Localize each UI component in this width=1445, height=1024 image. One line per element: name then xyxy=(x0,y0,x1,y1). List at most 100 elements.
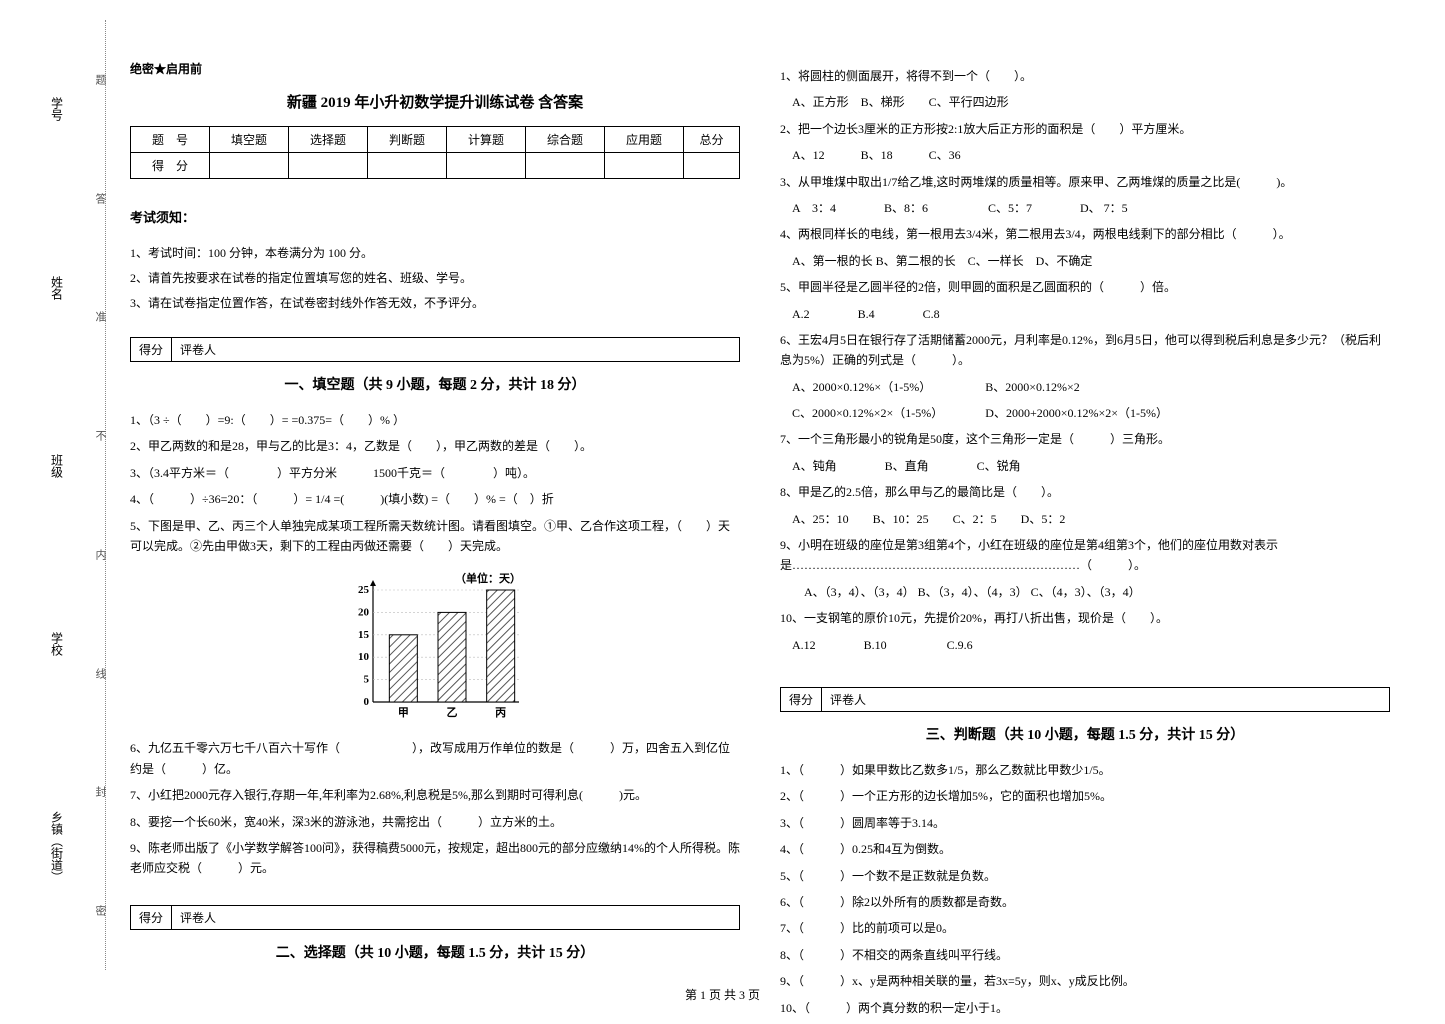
q: 1、（3 ÷（ ）=9:（ ）= =0.375=（ ）% ） xyxy=(130,410,740,430)
score-label: 得分 xyxy=(131,338,172,361)
q: 3、（3.4平方米＝（ ）平方分米 1500千克＝（ ）吨）。 xyxy=(130,463,740,483)
q: 6、（ ）除2以外所有的质数都是奇数。 xyxy=(780,892,1390,912)
q: 1、将圆柱的侧面展开，将得不到一个（ ）。 xyxy=(780,66,1390,86)
section3-questions: 1、（ ）如果甲数比乙数多1/5，那么乙数就比甲数少1/5。 2、（ ）一个正方… xyxy=(780,754,1390,1024)
svg-text:丙: 丙 xyxy=(495,706,506,719)
q: 2、把一个边长3厘米的正方形按2:1放大后正方形的面积是（ ）平方厘米。 xyxy=(780,119,1390,139)
opts: A.2 B.4 C.8 xyxy=(780,304,1390,324)
td: 得 分 xyxy=(131,153,210,179)
svg-text:乙: 乙 xyxy=(447,706,458,719)
notice-item: 1、考试时间：100 分钟，本卷满分为 100 分。 xyxy=(130,244,740,261)
notice-item: 2、请首先按要求在试卷的指定位置填写您的姓名、班级、学号。 xyxy=(130,269,740,286)
section2-questions: 1、将圆柱的侧面展开，将得不到一个（ ）。 A、正方形 B、梯形 C、平行四边形… xyxy=(780,60,1390,661)
svg-text:20: 20 xyxy=(358,607,370,619)
seal-char: 线 xyxy=(92,668,108,679)
grader-label: 评卷人 xyxy=(822,688,874,711)
bar-chart: （单位：天） 25 20 15 10 5 0 甲 乙 丙 xyxy=(345,572,525,722)
margin-field: 乡镇（街道） xyxy=(49,811,66,883)
notice-list: 1、考试时间：100 分钟，本卷满分为 100 分。 2、请首先按要求在试卷的指… xyxy=(130,236,740,319)
grader-label: 评卷人 xyxy=(172,338,224,361)
score-signoff-box: 得分 评卷人 xyxy=(130,337,740,362)
q: 5、甲圆半径是乙圆半径的2倍，则甲圆的面积是乙圆面积的（ ）倍。 xyxy=(780,277,1390,297)
th: 题 号 xyxy=(131,127,210,153)
q: 3、从甲堆煤中取出1/7给乙堆,这时两堆煤的质量相等。原来甲、乙两堆煤的质量之比… xyxy=(780,172,1390,192)
q: 7、小红把2000元存入银行,存期一年,年利率为2.68%,利息税是5%,那么到… xyxy=(130,785,740,805)
q: 10、一支钢笔的原价10元，先提价20%，再打八折出售，现价是（ ）。 xyxy=(780,608,1390,628)
score-signoff-box: 得分 评卷人 xyxy=(130,905,740,930)
seal-char: 准 xyxy=(92,311,108,322)
opts: C、2000×0.12%×2×（1-5%） D、2000+2000×0.12%×… xyxy=(780,403,1390,423)
td xyxy=(526,153,605,179)
td xyxy=(684,153,740,179)
q: 8、甲是乙的2.5倍，那么甲与乙的最简比是（ ）。 xyxy=(780,482,1390,502)
svg-text:0: 0 xyxy=(364,696,370,708)
seal-char: 密 xyxy=(92,905,108,916)
td xyxy=(447,153,526,179)
margin-field: 班级 xyxy=(49,454,66,478)
q: 4、两根同样长的电线，第一根用去3/4米，第二根用去3/4，两根电线剩下的部分相… xyxy=(780,224,1390,244)
section1-heading: 一、填空题（共 9 小题，每题 2 分，共计 18 分） xyxy=(130,374,740,394)
q: 2、（ ）一个正方形的边长增加5%，它的面积也增加5%。 xyxy=(780,786,1390,806)
opts: A、（3，4）、（3，4） B、（3，4）、（4，3） C、（4，3）、（3，4… xyxy=(780,582,1390,602)
exam-title: 新疆 2019 年小升初数学提升训练试卷 含答案 xyxy=(130,91,740,112)
margin-field: 学号 xyxy=(49,97,66,121)
svg-text:25: 25 xyxy=(358,584,370,596)
td xyxy=(605,153,684,179)
q: 4、（ ）÷36=20：（ ）= 1/4 =( )(填小数) =（ ）% =（ … xyxy=(130,489,740,509)
notice-item: 3、请在试卷指定位置作答，在试卷密封线外作答无效，不予评分。 xyxy=(130,294,740,311)
q: 4、（ ）0.25和4互为倒数。 xyxy=(780,839,1390,859)
th: 综合题 xyxy=(526,127,605,153)
seal-line-labels: 题 答 准 不 内 线 封 密 xyxy=(92,20,108,970)
secret-label: 绝密★启用前 xyxy=(130,60,740,77)
th: 判断题 xyxy=(368,127,447,153)
opts: A、12 B、18 C、36 xyxy=(780,145,1390,165)
td xyxy=(368,153,447,179)
seal-char: 封 xyxy=(92,786,108,797)
q: 7、（ ）比的前项可以是0。 xyxy=(780,918,1390,938)
td xyxy=(210,153,289,179)
th: 总分 xyxy=(684,127,740,153)
q: 5、（ ）一个数不是正数就是负数。 xyxy=(780,866,1390,886)
th: 计算题 xyxy=(447,127,526,153)
q: 2、甲乙两数的和是28，甲与乙的比是3：4，乙数是（ ），甲乙两数的差是（ ）。 xyxy=(130,436,740,456)
th: 选择题 xyxy=(289,127,368,153)
page-footer: 第 1 页 共 3 页 xyxy=(0,986,1445,1003)
th: 应用题 xyxy=(605,127,684,153)
q: 8、要挖一个长60米，宽40米，深3米的游泳池，共需挖出（ ）立方米的土。 xyxy=(130,812,740,832)
binding-margin: 学号 姓名 班级 学校 乡镇（街道） xyxy=(22,20,92,960)
notice-heading: 考试须知： xyxy=(130,207,740,226)
opts: A、25：10 B、10：25 C、2：5 D、5：2 xyxy=(780,509,1390,529)
grader-label: 评卷人 xyxy=(172,906,224,929)
td xyxy=(289,153,368,179)
left-column: 绝密★启用前 新疆 2019 年小升初数学提升训练试卷 含答案 题 号 填空题 … xyxy=(130,60,740,1024)
q: 6、王宏4月5日在银行存了活期储蓄2000元，月利率是0.12%，到6月5日，他… xyxy=(780,330,1390,371)
th: 填空题 xyxy=(210,127,289,153)
section3-heading: 三、判断题（共 10 小题，每题 1.5 分，共计 15 分） xyxy=(780,724,1390,744)
svg-text:5: 5 xyxy=(364,674,370,686)
q: 7、一个三角形最小的锐角是50度，这个三角形一定是（ ）三角形。 xyxy=(780,429,1390,449)
svg-text:（单位：天）: （单位：天） xyxy=(455,572,521,585)
score-signoff-box: 得分 评卷人 xyxy=(780,687,1390,712)
opts: A、第一根的长 B、第二根的长 C、一样长 D、不确定 xyxy=(780,251,1390,271)
margin-field: 学校 xyxy=(49,632,66,656)
score-label: 得分 xyxy=(781,688,822,711)
opts: A、正方形 B、梯形 C、平行四边形 xyxy=(780,92,1390,112)
opts: A、2000×0.12%×（1-5%） B、2000×0.12%×2 xyxy=(780,377,1390,397)
opts: A、钝角 B、直角 C、锐角 xyxy=(780,456,1390,476)
opts: A 3：4 B、8：6 C、5：7 D、 7：5 xyxy=(780,198,1390,218)
seal-char: 答 xyxy=(92,193,108,204)
q: 5、下图是甲、乙、丙三个人单独完成某项工程所需天数统计图。请看图填空。①甲、乙合… xyxy=(130,516,740,557)
svg-text:15: 15 xyxy=(358,629,370,641)
section2-heading: 二、选择题（共 10 小题，每题 1.5 分，共计 15 分） xyxy=(130,942,740,962)
seal-char: 不 xyxy=(92,430,108,441)
svg-text:10: 10 xyxy=(358,652,370,664)
section1-questions-cont: 6、九亿五千零六万七千八百六十写作（ ），改写成用万作单位的数是（ ）万，四舍五… xyxy=(130,732,740,884)
svg-text:甲: 甲 xyxy=(398,706,409,719)
section1-questions: 1、（3 ÷（ ）=9:（ ）= =0.375=（ ）% ） 2、甲乙两数的和是… xyxy=(130,404,740,562)
q: 9、小明在班级的座位是第3组第4个，小红在班级的座位是第4组第3个，他们的座位用… xyxy=(780,535,1390,576)
q: 6、九亿五千零六万七千八百六十写作（ ），改写成用万作单位的数是（ ）万，四舍五… xyxy=(130,738,740,779)
seal-char: 题 xyxy=(92,74,108,85)
q: 8、（ ）不相交的两条直线叫平行线。 xyxy=(780,945,1390,965)
q: 3、（ ）圆周率等于3.14。 xyxy=(780,813,1390,833)
right-column: 1、将圆柱的侧面展开，将得不到一个（ ）。 A、正方形 B、梯形 C、平行四边形… xyxy=(780,60,1390,1024)
